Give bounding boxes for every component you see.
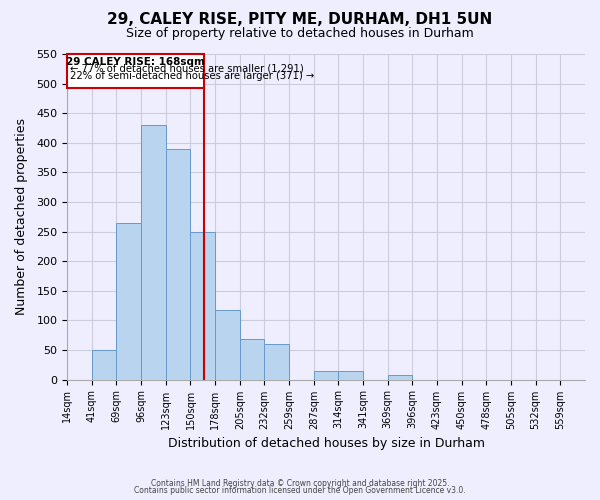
Text: ← 77% of detached houses are smaller (1,291): ← 77% of detached houses are smaller (1,… (70, 64, 304, 74)
Text: 29 CALEY RISE: 168sqm: 29 CALEY RISE: 168sqm (66, 57, 205, 67)
Bar (116, 222, 141, 380)
Text: Size of property relative to detached houses in Durham: Size of property relative to detached ho… (126, 28, 474, 40)
Bar (240, 340, 265, 380)
Bar (92, 350, 116, 380)
Bar (67, 54, 204, 88)
Bar (388, 375, 412, 380)
X-axis label: Distribution of detached houses by size in Durham: Distribution of detached houses by size … (167, 437, 485, 450)
Bar (190, 232, 215, 380)
Bar (265, 344, 289, 380)
Bar (141, 125, 166, 380)
Bar (215, 310, 240, 380)
Text: 22% of semi-detached houses are larger (371) →: 22% of semi-detached houses are larger (… (70, 70, 314, 81)
Y-axis label: Number of detached properties: Number of detached properties (15, 118, 28, 316)
Bar (314, 370, 338, 380)
Text: Contains HM Land Registry data © Crown copyright and database right 2025.: Contains HM Land Registry data © Crown c… (151, 478, 449, 488)
Text: Contains public sector information licensed under the Open Government Licence v3: Contains public sector information licen… (134, 486, 466, 495)
Bar (338, 370, 363, 380)
Text: 29, CALEY RISE, PITY ME, DURHAM, DH1 5UN: 29, CALEY RISE, PITY ME, DURHAM, DH1 5UN (107, 12, 493, 28)
Bar (166, 148, 190, 380)
